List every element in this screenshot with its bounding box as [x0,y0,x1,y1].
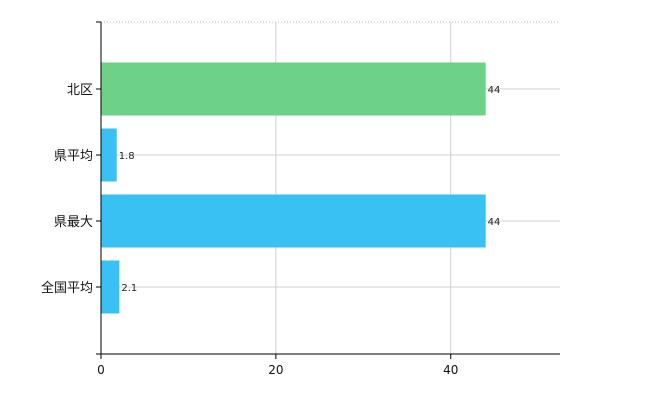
data-label: 44 [488,85,501,96]
axes [96,21,560,359]
y-tick-label: 県最大 [54,215,93,230]
bar [101,128,117,182]
x-tick-label: 0 [97,363,105,377]
bar [101,62,486,116]
x-tick-label: 20 [268,363,283,377]
bars [101,62,486,314]
y-tick-label: 全国平均 [41,280,93,296]
x-tick-label: 40 [443,363,458,377]
y-tick-label: 北区 [67,83,93,98]
y-tick-label: 県平均 [54,149,93,164]
data-label: 44 [488,217,501,228]
data-label: 1.8 [119,151,135,162]
bar [101,194,486,248]
bar [101,260,120,314]
data-label: 2.1 [121,283,137,294]
